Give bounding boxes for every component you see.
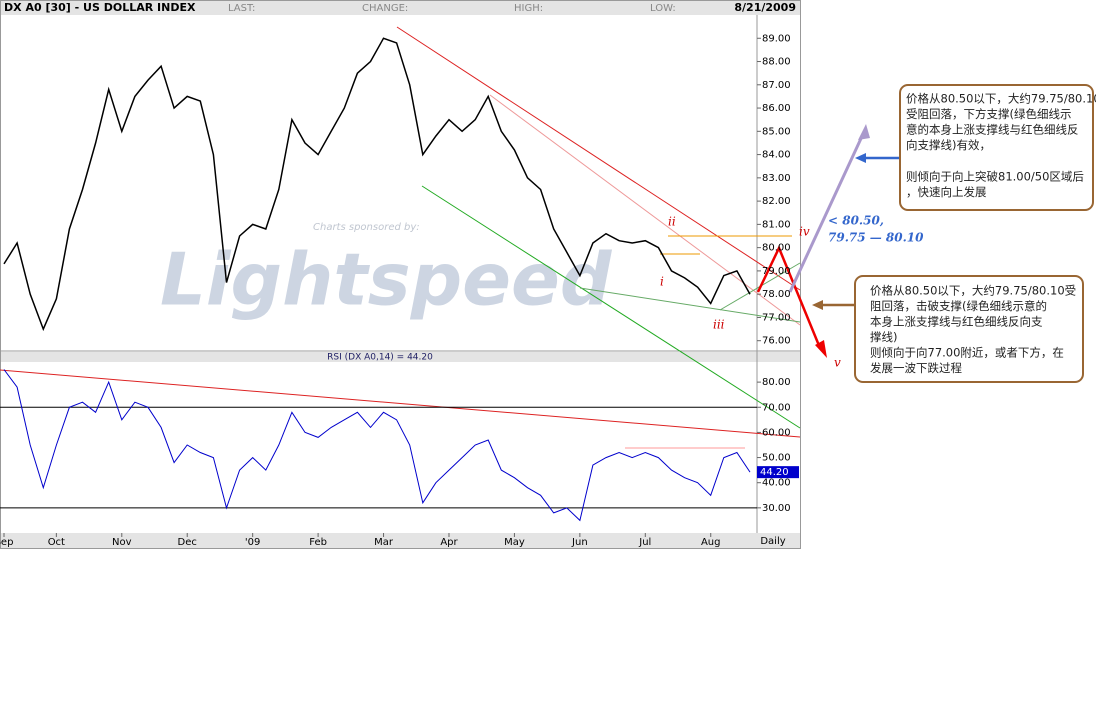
y-tick-label: 82.00 <box>762 196 791 207</box>
annotation-text: 阻回落，击破支撑(绿色细线示意的 <box>870 299 1047 313</box>
x-tick-label: Feb <box>309 537 327 548</box>
arrow-head <box>858 124 870 140</box>
y-tick-label: 88.00 <box>762 57 791 68</box>
y-tick-label: 83.00 <box>762 173 791 184</box>
annotation-text: 价格从80.50以下，大约79.75/80.10受 <box>870 284 1076 298</box>
y-tick-label: 89.00 <box>762 33 791 44</box>
header-label: LAST: <box>228 3 255 14</box>
header-label: HIGH: <box>514 3 543 14</box>
x-tick-label: Nov <box>112 537 132 548</box>
annotation-text: 价格从80.50以下，大约79.75/80.10 <box>906 92 1096 106</box>
x-tick-label: Aug <box>701 537 721 548</box>
trend-line <box>421 185 801 429</box>
x-tick-label: Oct <box>48 537 65 548</box>
x-tick-label: Apr <box>440 537 458 548</box>
header-label: CHANGE: <box>362 3 408 14</box>
rsi-title: RSI (DX A0,14) = 44.20 <box>327 353 433 363</box>
arrow-head <box>812 300 823 310</box>
y-tick-label: 81.00 <box>762 219 791 230</box>
chart-frame <box>0 0 801 549</box>
x-tick-label: Sep <box>0 537 13 548</box>
date: 8/21/2009 <box>734 1 796 14</box>
y-tick-label: 87.00 <box>762 80 791 91</box>
y-tick-label: 76.00 <box>762 336 791 347</box>
last-value-label: 44.20 <box>760 467 789 478</box>
x-tick-label: May <box>504 537 525 548</box>
y-tick-label: 77.00 <box>762 312 791 323</box>
y-tick-label: 80.00 <box>762 377 791 388</box>
rsi-header-bar <box>1 352 800 362</box>
y-tick-label: 80.00 <box>762 243 791 254</box>
wave-label: ii <box>668 215 676 229</box>
x-axis-bar <box>1 533 800 548</box>
x-tick-label: '09 <box>245 537 260 548</box>
y-tick-label: 86.00 <box>762 103 791 114</box>
arrow-head <box>855 153 866 163</box>
y-tick-label: 30.00 <box>762 503 791 514</box>
scenario-arrow <box>788 131 866 293</box>
y-tick-label: 78.00 <box>762 289 791 300</box>
y-tick-label: 84.00 <box>762 150 791 161</box>
annotation-box <box>854 275 1084 383</box>
annotation-text: 发展一波下跌过程 <box>870 361 962 375</box>
trend-line <box>489 94 801 326</box>
trend-line <box>396 26 801 291</box>
rsi-line <box>3 369 751 522</box>
x-tick-label: Jul <box>638 537 651 548</box>
arrow-head <box>815 340 827 358</box>
annotation-text: 则倾向于向上突破81.00/50区域后 <box>906 170 1084 184</box>
header-bar <box>1 1 800 15</box>
annotation-text: 向支撑线)有效， <box>906 138 991 152</box>
annotation-text: 则倾向于向77.00附近，或者下方，在 <box>870 346 1064 360</box>
annotation-text: ，快速向上发展 <box>906 185 987 199</box>
wave-label: iii <box>713 318 725 332</box>
wave-label: v <box>834 356 841 370</box>
y-tick-label: 60.00 <box>762 427 791 438</box>
price-line <box>3 37 751 332</box>
target-label: < 80.50, <box>828 214 884 228</box>
y-tick-label: 85.00 <box>762 126 791 137</box>
scenario-arrow <box>756 244 822 349</box>
rsi-trend-line <box>0 369 801 438</box>
annotation-text: 受阻回落，下方支撑(绿色细线示 <box>906 107 1072 121</box>
periodicity: Daily <box>760 536 785 547</box>
header-label: LOW: <box>650 3 676 14</box>
y-tick-label: 40.00 <box>762 478 791 489</box>
wave-label: i <box>660 275 664 289</box>
annotation-box <box>899 84 1094 211</box>
watermark-caption: Charts sponsored by: <box>313 222 420 233</box>
y-tick-label: 70.00 <box>762 402 791 413</box>
last-value-badge <box>757 466 799 479</box>
x-tick-label: Dec <box>178 537 197 548</box>
chart-title: DX A0 [30] - US DOLLAR INDEX <box>4 1 196 14</box>
annotation-text: 本身上涨支撑线与红色细线反向支 <box>870 315 1043 329</box>
x-tick-label: Jun <box>571 537 588 548</box>
target-label: 79.75 — 80.10 <box>828 231 924 245</box>
annotation-text: 意的本身上涨支撑线与红色细线反 <box>906 123 1079 137</box>
wave-label: iv <box>799 225 810 239</box>
y-tick-label: 79.00 <box>762 266 791 277</box>
y-tick-label: 50.00 <box>762 453 791 464</box>
x-tick-label: Mar <box>374 537 394 548</box>
trend-line <box>579 287 801 323</box>
annotation-text: 撑线) <box>870 330 898 344</box>
